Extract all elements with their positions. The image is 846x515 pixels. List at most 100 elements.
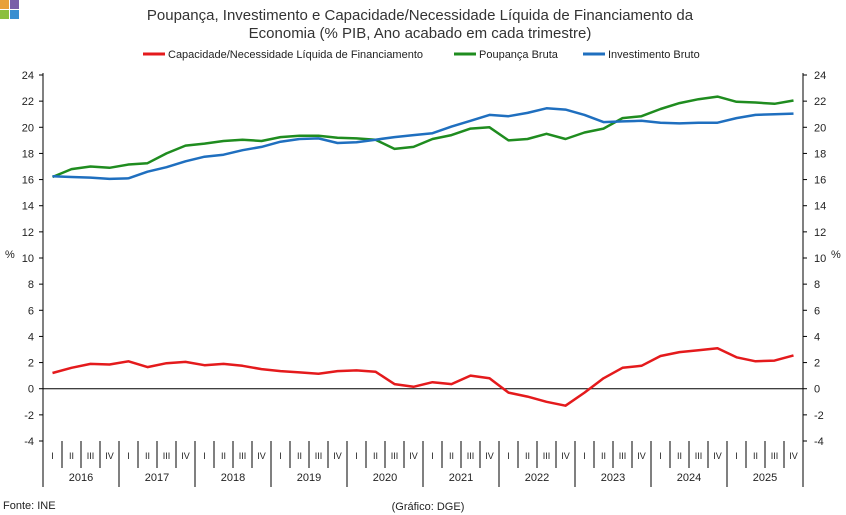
quarter-label: II (601, 451, 606, 461)
quarter-label: IV (333, 451, 342, 461)
year-label: 2024 (677, 472, 701, 484)
year-label: 2019 (297, 472, 321, 484)
y-tick-label-right: 12 (814, 227, 826, 239)
quarter-label: III (315, 451, 323, 461)
quarter-label: I (583, 451, 586, 461)
year-label: 2023 (601, 472, 625, 484)
quarter-label: III (391, 451, 399, 461)
x-axis: I II III IV I II III IV I II III IV I II III IV I II III IV… (42, 441, 804, 487)
dge-logo (0, 0, 19, 19)
y-tick-label-left: 8 (28, 279, 34, 291)
y-axis-label-right: % (831, 249, 841, 261)
quarter-label: II (373, 451, 378, 461)
legend-label-1: Capacidade/Necessidade Líquida de Financ… (168, 49, 423, 61)
y-tick-label-left: 22 (22, 96, 34, 108)
quarter-label: III (543, 451, 551, 461)
y-tick-label-right: -4 (814, 436, 824, 448)
y-tick-label-left: 10 (22, 253, 34, 265)
y-tick-label-left: 16 (22, 175, 34, 187)
quarter-label: IV (637, 451, 646, 461)
y-tick-label-right: 6 (814, 305, 820, 317)
quarter-label: II (221, 451, 226, 461)
quarter-label: II (297, 451, 302, 461)
quarter-label: III (771, 451, 779, 461)
quarter-label: III (467, 451, 475, 461)
quarter-label: I (431, 451, 434, 461)
y-tick-label-left: 6 (28, 305, 34, 317)
quarter-label: II (677, 451, 682, 461)
y-tick-label-right: 14 (814, 201, 826, 213)
series-line-3 (52, 107, 794, 181)
y-tick-label-right: 8 (814, 279, 820, 291)
y-tick-label-right: -2 (814, 410, 824, 422)
quarter-label: I (127, 451, 130, 461)
y-tick-label-left: -4 (24, 436, 34, 448)
logo-square-3 (0, 10, 9, 19)
year-label: 2018 (221, 472, 245, 484)
quarter-label: IV (409, 451, 418, 461)
year-label: 2016 (69, 472, 93, 484)
quarter-label: I (735, 451, 738, 461)
y-tick-label-left: 0 (28, 384, 34, 396)
quarter-label: I (51, 451, 54, 461)
logo-square-2 (10, 0, 19, 9)
y-tick-label-left: 14 (22, 201, 34, 213)
quarter-label: III (239, 451, 247, 461)
quarter-label: III (619, 451, 627, 461)
quarter-label: I (279, 451, 282, 461)
quarter-label: II (525, 451, 530, 461)
y-tick-label-left: 24 (22, 70, 34, 82)
year-label: 2017 (145, 472, 169, 484)
quarter-label: II (145, 451, 150, 461)
quarter-label: III (87, 451, 95, 461)
quarter-label: I (203, 451, 206, 461)
series-line-1 (52, 346, 794, 407)
legend-label-3: Investimento Bruto (608, 49, 700, 61)
legend: Capacidade/Necessidade Líquida de Financ… (143, 49, 700, 61)
quarter-label: II (753, 451, 758, 461)
year-label: 2022 (525, 472, 549, 484)
y-tick-label-right: 20 (814, 122, 826, 134)
chart-title-line1: Poupança, Investimento e Capacidade/Nece… (147, 7, 694, 24)
y-axis-label-left: % (5, 249, 15, 261)
quarter-label: IV (561, 451, 570, 461)
y-tick-label-left: -2 (24, 410, 34, 422)
year-label: 2025 (753, 472, 777, 484)
quarter-label: IV (713, 451, 722, 461)
year-label: 2020 (373, 472, 397, 484)
quarter-label: II (449, 451, 454, 461)
series-lines (52, 95, 794, 407)
y-tick-label-right: 0 (814, 384, 820, 396)
year-label: 2021 (449, 472, 473, 484)
quarter-label: IV (257, 451, 266, 461)
quarter-label: I (355, 451, 358, 461)
y-tick-label-left: 18 (22, 148, 34, 160)
y-tick-label-right: 18 (814, 148, 826, 160)
quarter-label: I (659, 451, 662, 461)
gridlines (42, 73, 804, 441)
y-tick-label-right: 22 (814, 96, 826, 108)
logo-square-1 (0, 0, 9, 9)
quarter-label: II (69, 451, 74, 461)
chart-credit: (Gráfico: DGE) (392, 501, 465, 513)
quarter-label: IV (789, 451, 798, 461)
y-tick-label-right: 2 (814, 358, 820, 370)
series-line-2 (52, 95, 794, 179)
quarter-label: IV (485, 451, 494, 461)
legend-label-2: Poupança Bruta (479, 49, 559, 61)
y-tick-label-right: 24 (814, 70, 826, 82)
y-tick-label-left: 12 (22, 227, 34, 239)
chart-title-line2: Economia (% PIB, Ano acabado em cada tri… (249, 25, 592, 42)
y-tick-label-left: 2 (28, 358, 34, 370)
quarter-label: I (507, 451, 510, 461)
source-note: Fonte: INE (3, 500, 56, 512)
y-tick-label-left: 20 (22, 122, 34, 134)
y-tick-label-right: 16 (814, 175, 826, 187)
quarter-label: IV (181, 451, 190, 461)
quarter-label: III (163, 451, 171, 461)
y-tick-label-right: 10 (814, 253, 826, 265)
y-tick-label-right: 4 (814, 331, 820, 343)
